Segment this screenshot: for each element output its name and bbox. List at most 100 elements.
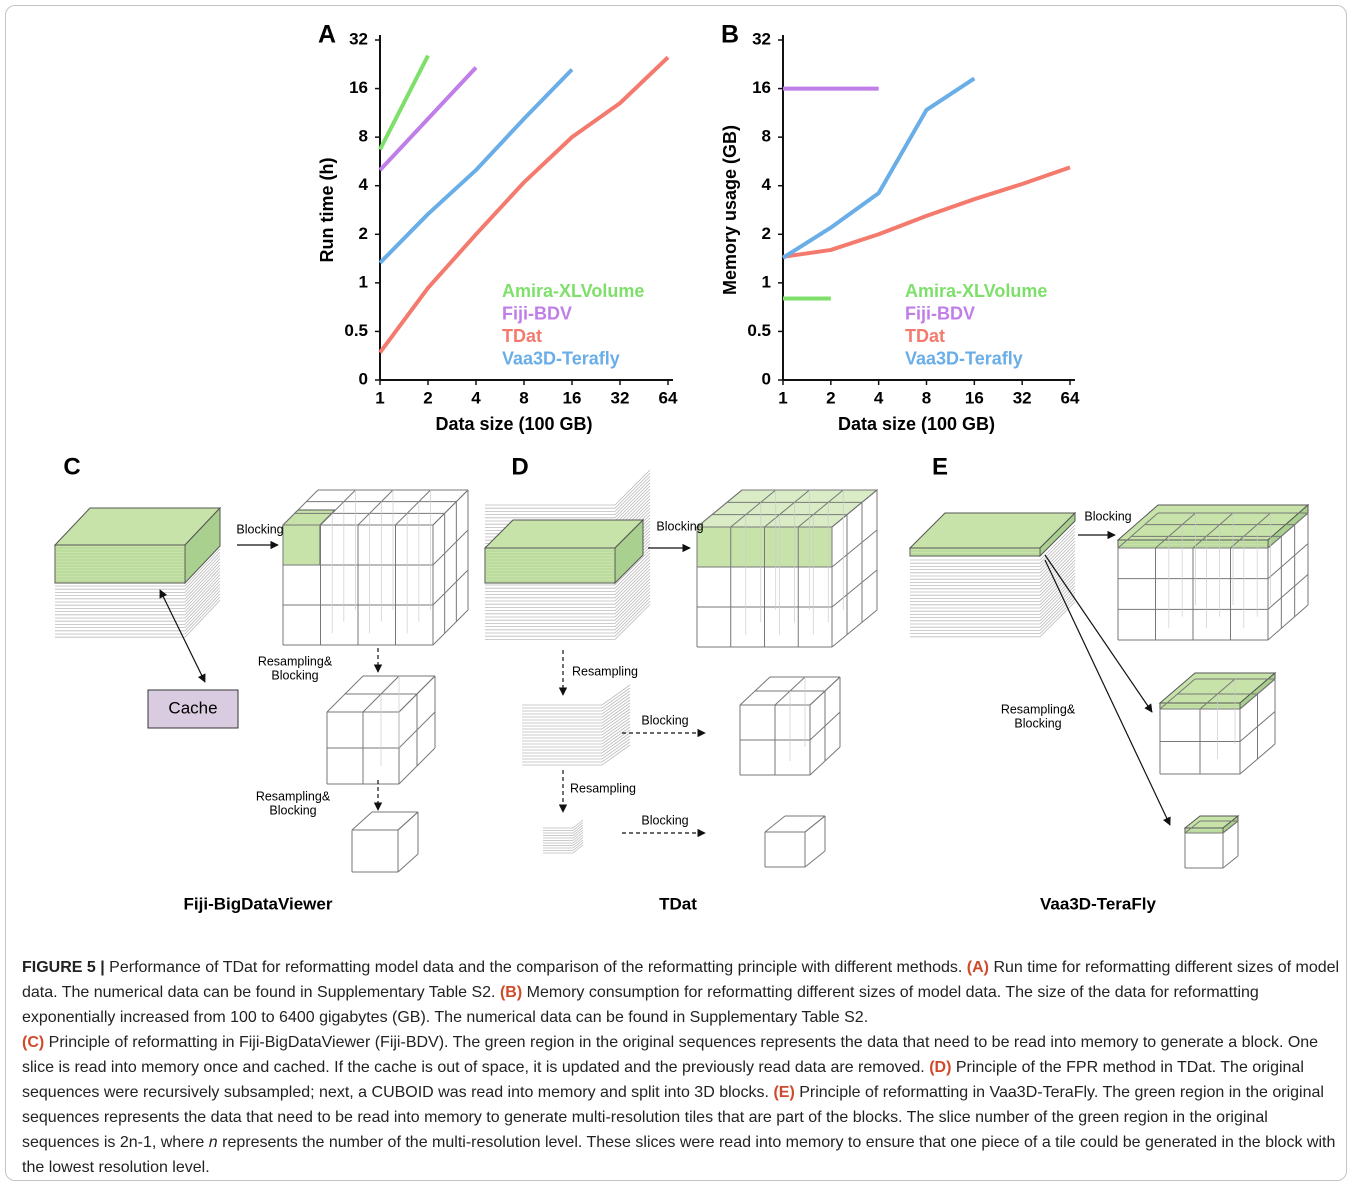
diagram-label: Blocking	[641, 713, 688, 727]
diagram-line	[1045, 560, 1170, 825]
diagram-line	[358, 490, 393, 525]
caption-text: Performance of TDat for reformatting mod…	[105, 959, 967, 976]
slice-line	[55, 591, 220, 628]
diagram-label: Resampling	[572, 664, 638, 678]
slice-line	[485, 473, 650, 508]
panel-title: Fiji-BigDataViewer	[184, 894, 333, 913]
x-tick-label: 16	[563, 388, 582, 407]
diagram-line	[433, 530, 468, 565]
diagram-line	[832, 530, 877, 567]
page: {"chart_data": [ {"type": "line", "panel…	[0, 0, 1354, 1188]
diagram-line	[1268, 544, 1308, 579]
x-tick-label: 8	[922, 388, 931, 407]
caption-ref: (A)	[967, 959, 989, 976]
caption-ref: (E)	[773, 1084, 794, 1101]
diagram-line	[1223, 856, 1238, 868]
diagram-line	[765, 816, 785, 832]
legend-entry: Fiji-BDV	[905, 303, 975, 323]
diagram-line	[398, 854, 418, 872]
series-line	[783, 78, 974, 257]
slice-line	[55, 597, 220, 634]
y-tick-label: 32	[349, 29, 368, 48]
diagram-label: Blocking	[1084, 509, 1131, 523]
legend-entry: TDat	[502, 326, 542, 346]
x-tick-label: 64	[659, 388, 678, 407]
caption-text: represents the number of the multi-resol…	[22, 1134, 1335, 1176]
y-tick-label: 1	[762, 272, 771, 291]
diagram-line	[433, 570, 468, 605]
slice-line	[485, 480, 650, 515]
y-tick-label: 8	[359, 127, 368, 146]
x-tick-label: 64	[1061, 388, 1080, 407]
diagram-line	[805, 816, 825, 832]
caption-ref: (D)	[929, 1059, 951, 1076]
panel-label: A	[318, 21, 336, 49]
y-axis-label: Memory usage (GB)	[720, 125, 740, 295]
panel-title: TDat	[659, 894, 697, 913]
slice-line	[522, 685, 630, 705]
caption-ref: (C)	[22, 1034, 44, 1051]
slice-line	[55, 594, 220, 631]
diagram-label: Resampling	[570, 781, 636, 795]
diagram-line	[321, 490, 356, 525]
diagram-line	[1268, 605, 1308, 640]
y-tick-label: 16	[349, 78, 368, 97]
legend-entry: Amira-XLVolume	[502, 281, 644, 301]
y-tick-label: 2	[359, 224, 368, 243]
legend-entry: Fiji-BDV	[502, 303, 572, 323]
diagram-line	[433, 490, 468, 525]
diagram-line	[832, 610, 877, 647]
x-tick-label: 16	[965, 388, 984, 407]
diagram-face	[910, 548, 1040, 556]
y-tick-label: 0.5	[344, 321, 368, 340]
x-axis-label: Data size (100 GB)	[435, 414, 592, 434]
x-axis-label: Data size (100 GB)	[838, 414, 995, 434]
diagram-line	[352, 812, 372, 830]
caption-label: FIGURE 5 |	[22, 959, 105, 976]
x-tick-label: 2	[826, 388, 835, 407]
slice-line	[485, 470, 650, 505]
y-tick-label: 0	[359, 369, 368, 388]
legend-entry: TDat	[905, 326, 945, 346]
cache-label: Cache	[168, 698, 217, 717]
diagram-face	[283, 525, 320, 565]
y-axis-label: Run time (h)	[317, 158, 337, 263]
diagram-line	[396, 490, 431, 525]
x-tick-label: 1	[375, 388, 384, 407]
diagram-label: Blocking	[656, 519, 703, 533]
y-tick-label: 4	[762, 175, 772, 194]
diagram-face	[55, 545, 185, 583]
y-tick-label: 0.5	[747, 321, 771, 340]
caption: FIGURE 5 | Performance of TDat for refor…	[22, 955, 1340, 1180]
panel-label: E	[932, 453, 948, 480]
y-tick-label: 0	[762, 369, 771, 388]
diagram-line	[832, 570, 877, 607]
diagram-label: Blocking	[641, 813, 688, 827]
series-line	[380, 56, 428, 150]
diagram-label: Blocking	[269, 803, 316, 817]
slice-line	[55, 581, 220, 618]
diagram-label: Resampling&	[1001, 702, 1076, 716]
caption-ref: (B)	[500, 984, 522, 1001]
diagram-label: Blocking	[1014, 716, 1061, 730]
slice-line	[485, 476, 650, 511]
slice-line	[55, 600, 220, 637]
legend-entry: Amira-XLVolume	[905, 281, 1047, 301]
y-tick-label: 4	[359, 175, 369, 194]
panel-label: D	[511, 453, 528, 480]
y-tick-label: 16	[752, 78, 771, 97]
x-tick-label: 8	[519, 388, 528, 407]
y-tick-label: 8	[762, 127, 771, 146]
panel-title: Vaa3D-TeraFly	[1040, 894, 1156, 913]
slice-line	[543, 845, 583, 853]
diagram-line	[398, 812, 418, 830]
x-tick-label: 1	[778, 388, 787, 407]
diagram-label: Blocking	[271, 668, 318, 682]
slice-line	[55, 584, 220, 621]
y-tick-label: 1	[359, 272, 368, 291]
slice-line	[485, 483, 650, 518]
diagram-label: Blocking	[236, 522, 283, 536]
y-tick-label: 2	[762, 224, 771, 243]
series-line	[783, 167, 1070, 256]
panel-label: B	[721, 21, 739, 49]
